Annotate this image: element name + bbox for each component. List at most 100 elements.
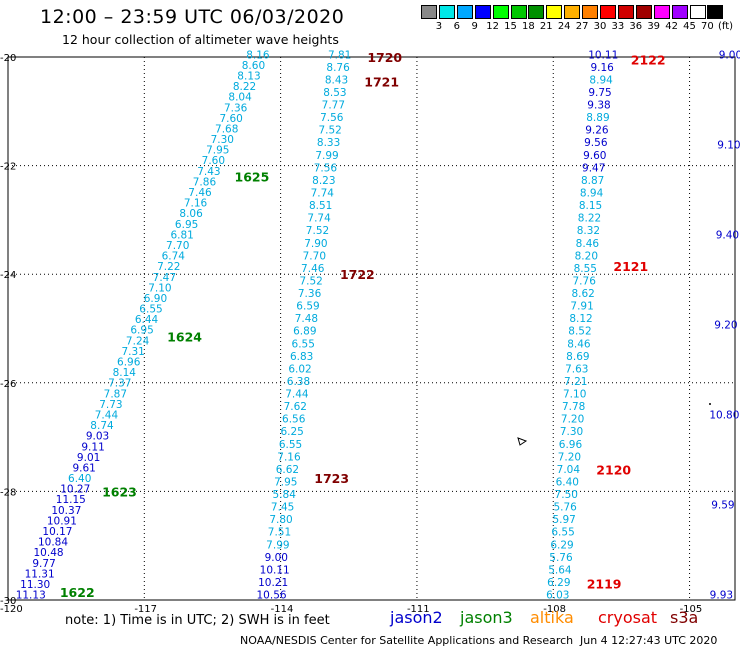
swh-value: 6.74	[162, 251, 186, 263]
swh-value: 10.80	[709, 409, 739, 421]
swh-value: 7.44	[285, 389, 309, 401]
chart-subtitle: 12 hour collection of altimeter wave hei…	[62, 32, 339, 47]
swh-value: 7.37	[108, 378, 131, 390]
swh-value: 7.99	[266, 539, 289, 551]
swh-value: 8.33	[317, 137, 340, 149]
colorbar-label: 39	[647, 21, 661, 32]
swh-value: 9.40	[716, 229, 739, 241]
colorbar-label: 70	[701, 21, 714, 32]
swh-value: 5.76	[549, 552, 573, 564]
swh-value: 8.52	[568, 326, 591, 338]
colorbar-swatch	[421, 5, 437, 19]
colorbar-swatch	[564, 5, 581, 19]
swh-value: 8.16	[246, 49, 270, 61]
x-tick-label: -114	[271, 604, 294, 615]
swh-value: 9.10	[717, 139, 740, 151]
swh-value: 6.59	[296, 301, 319, 313]
track-time-label: 1624	[167, 330, 202, 345]
swh-value: 9.47	[582, 162, 605, 174]
track-time-label: 1721	[364, 74, 399, 89]
swh-value: 6.40	[556, 476, 579, 488]
track-time-label: 1622	[60, 585, 95, 600]
colorbar-label: 42	[665, 21, 678, 32]
swh-value: 9.77	[32, 558, 55, 570]
swh-value: 7.56	[314, 162, 338, 174]
swh-value: 10.37	[51, 505, 81, 517]
swh-value: 11.13	[16, 590, 46, 602]
track-time-label: 1722	[340, 267, 375, 282]
track-time-label: 2119	[587, 577, 622, 592]
point-marker	[709, 403, 711, 405]
swh-value: 5.97	[552, 514, 575, 526]
colorbar-label: 18	[522, 21, 535, 32]
footer-timestamp: Jun 4 12:27:43 UTC 2020	[580, 634, 718, 647]
footer-note: note: 1) Time is in UTC; 2) SWH is in fe…	[65, 613, 330, 628]
swh-value: 7.87	[104, 388, 127, 400]
swh-value: 6.90	[144, 293, 167, 305]
swh-value: 11.31	[25, 568, 55, 580]
x-tick-label: -105	[680, 604, 703, 615]
swh-value: 7.16	[277, 451, 301, 463]
swh-value: 8.46	[576, 238, 600, 250]
track-time-label: 2121	[613, 259, 648, 274]
swh-value: 7.24	[126, 335, 150, 347]
track-time-label: 1723	[314, 471, 349, 486]
swh-value: 5.64	[548, 564, 572, 576]
swh-value: 8.06	[179, 208, 203, 220]
swh-value: 11.30	[20, 579, 50, 591]
swh-value: 6.95	[175, 219, 198, 231]
swh-value: 7.60	[202, 155, 225, 167]
swh-value: 9.16	[590, 62, 614, 74]
swh-value: 5.76	[553, 502, 577, 514]
swh-value: 7.74	[307, 213, 331, 225]
swh-value: 9.20	[714, 319, 737, 331]
swh-value: 7.70	[166, 240, 189, 252]
swh-value: 9.38	[587, 100, 610, 112]
swh-value: 9.75	[588, 87, 611, 99]
colorbar-label: 30	[593, 21, 607, 32]
colorbar-swatch	[653, 5, 670, 19]
swh-value: 8.22	[578, 213, 601, 225]
swh-value: 9.00	[719, 49, 740, 61]
swh-value: 8.32	[577, 225, 600, 237]
swh-value: 7.81	[328, 49, 351, 61]
track-time-label: 2120	[596, 463, 631, 478]
swh-value: 5.84	[273, 489, 297, 501]
swh-value: 6.96	[559, 439, 583, 451]
swh-value: 7.95	[274, 476, 297, 488]
swh-value: 7.48	[295, 313, 318, 325]
track-time-label: 1625	[235, 169, 270, 184]
chart-title: 12:00 – 23:59 UTC 06/03/2020	[40, 6, 345, 28]
swh-value: 6.29	[550, 539, 573, 551]
plot-frame	[7, 56, 736, 601]
swh-value: 7.90	[304, 238, 327, 250]
swh-value: 6.96	[117, 357, 141, 369]
legend-jason2: jason2	[390, 608, 443, 627]
colorbar-swatch	[474, 5, 491, 19]
swh-value: 7.36	[224, 102, 248, 114]
swh-value: 8.87	[581, 175, 604, 187]
swh-value: 8.60	[242, 60, 265, 72]
swh-value: 7.44	[95, 409, 119, 421]
colorbar-swatch	[438, 5, 455, 19]
swh-value: 7.30	[211, 134, 234, 146]
swh-value: 10.91	[47, 515, 77, 527]
y-tick-label: -26	[0, 379, 16, 390]
swh-value: 6.38	[287, 376, 310, 388]
swh-value: 6.89	[293, 326, 316, 338]
colorbar-unit: (ft)	[718, 21, 734, 32]
swh-value: 8.94	[589, 74, 613, 86]
swh-value: 7.68	[215, 123, 238, 135]
colorbar-swatch	[671, 5, 688, 19]
y-tick-label: -20	[0, 53, 16, 64]
y-tick-label: -22	[0, 162, 16, 173]
swh-value: 7.77	[322, 100, 345, 112]
swh-value: 8.43	[325, 74, 348, 86]
footer-credit: NOAA/NESDIS Center for Satellite Applica…	[240, 634, 574, 647]
swh-value: 6.25	[280, 426, 303, 438]
swh-value: 9.01	[77, 452, 100, 464]
swh-value: 8.55	[574, 263, 597, 275]
swh-value: 6.55	[279, 439, 302, 451]
colorbar-label: 24	[557, 21, 571, 32]
